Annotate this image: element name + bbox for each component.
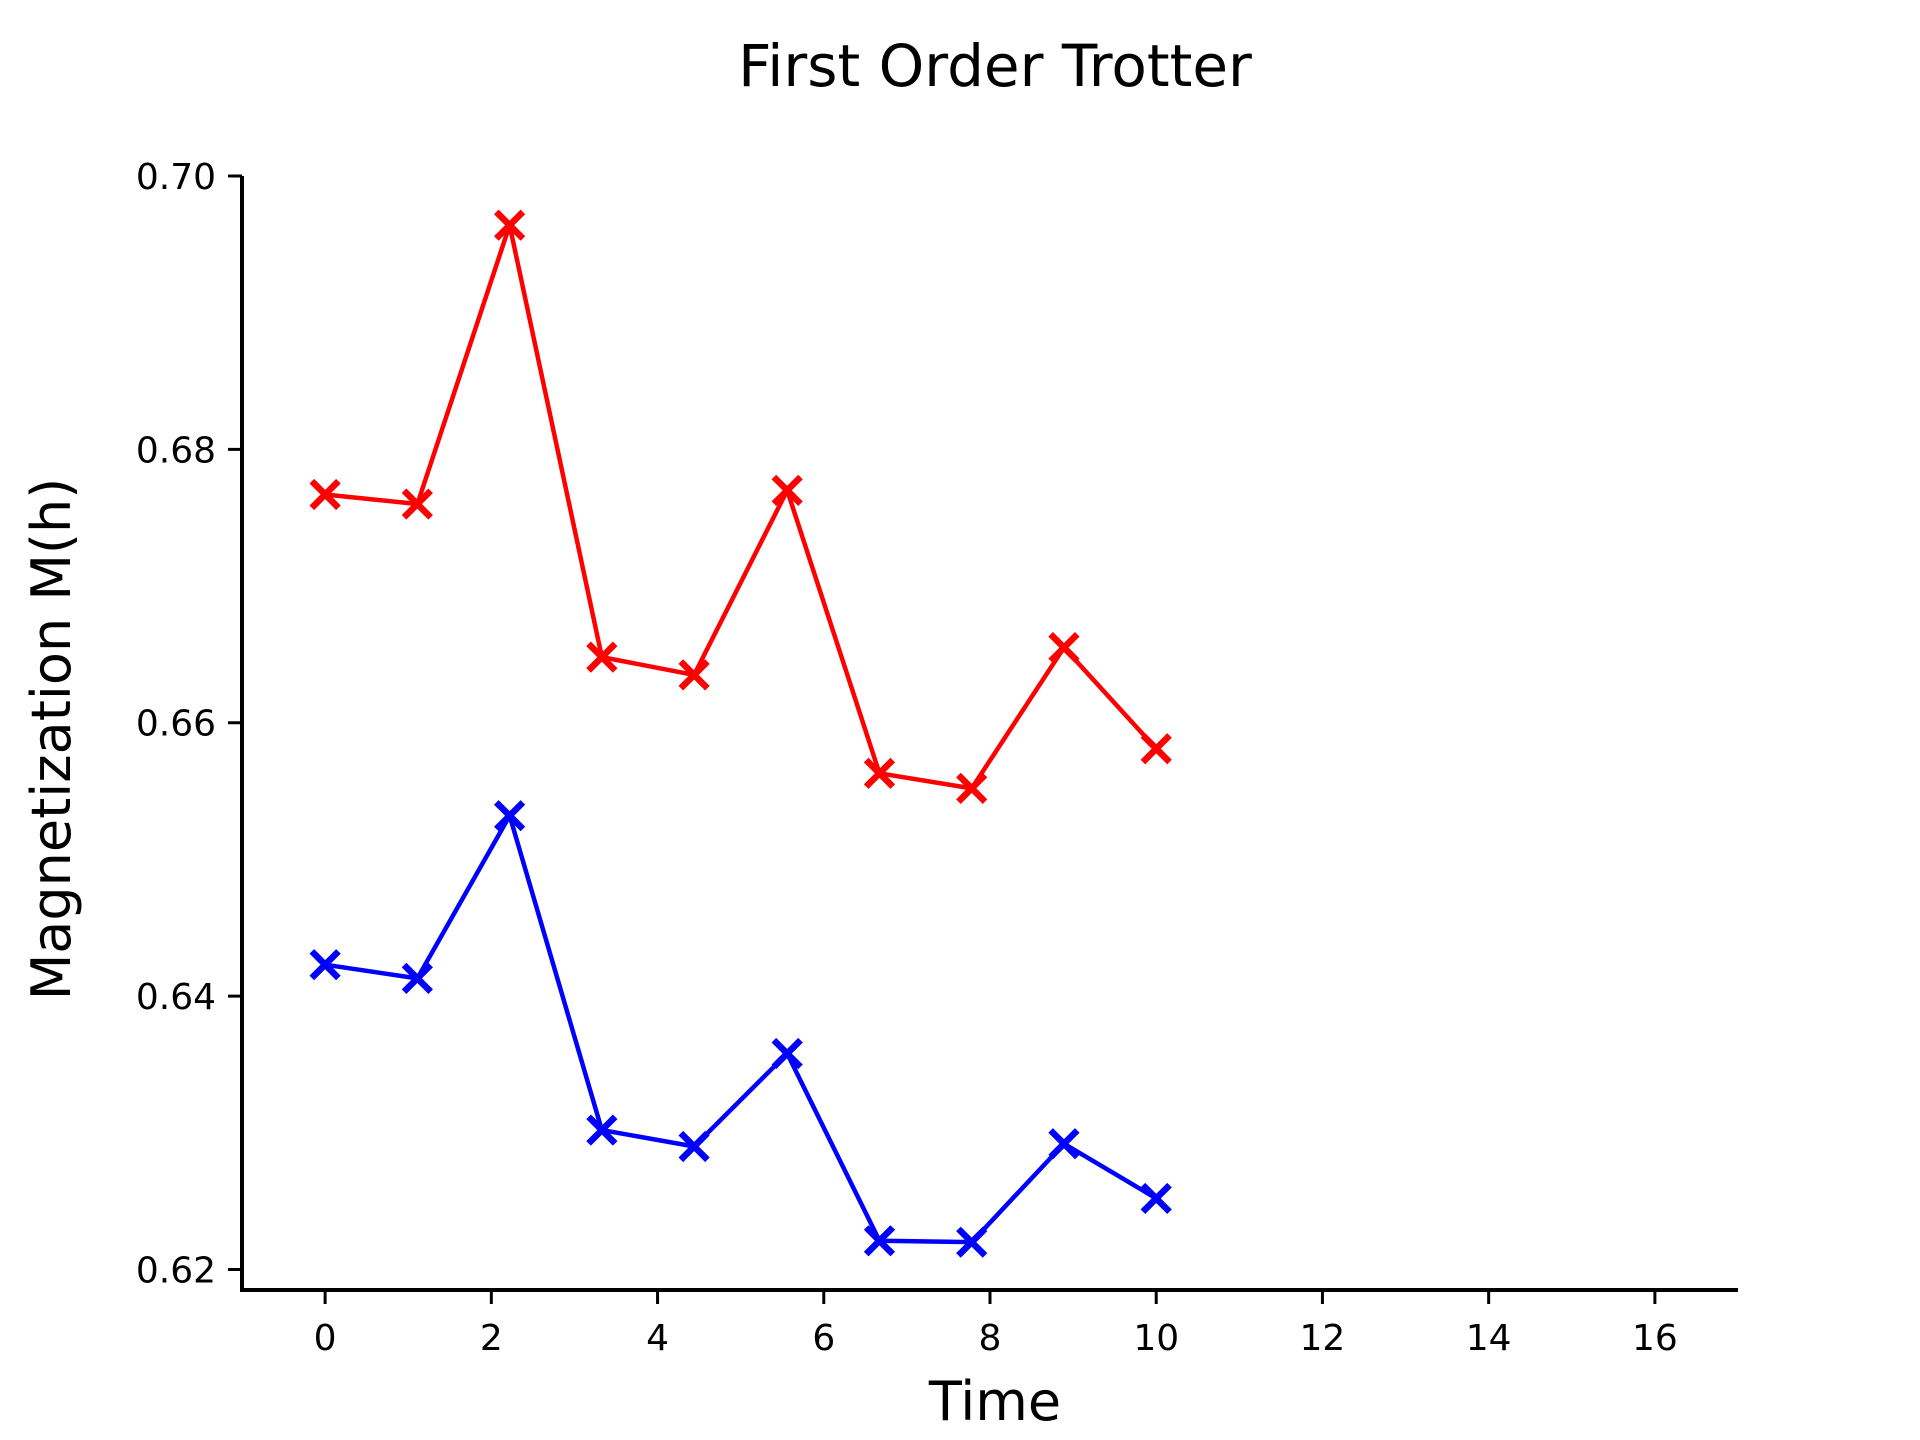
data-point-marker xyxy=(401,488,433,520)
data-point-marker xyxy=(956,1226,988,1258)
data-point-marker xyxy=(863,757,896,789)
x-tick-label: 6 xyxy=(812,1318,835,1359)
data-point-marker xyxy=(586,1114,618,1146)
x-tick-label: 0 xyxy=(314,1318,337,1359)
data-point-marker xyxy=(494,209,526,241)
data-point-marker xyxy=(678,659,710,691)
y-tick-label: 0.66 xyxy=(136,704,216,745)
series-line xyxy=(324,813,1158,1245)
x-tick-label: 10 xyxy=(1133,1318,1179,1359)
data-point-marker xyxy=(401,962,433,994)
data-point-marker xyxy=(309,949,341,981)
x-tick-label: 8 xyxy=(979,1318,1002,1359)
data-point-marker xyxy=(678,1130,710,1163)
data-point-marker xyxy=(309,478,341,511)
data-point-marker xyxy=(1140,1182,1172,1215)
x-tick-label: 14 xyxy=(1466,1318,1512,1359)
y-tick-label: 0.70 xyxy=(136,157,216,198)
series-0 xyxy=(309,209,1172,804)
series-layer xyxy=(309,209,1172,1258)
data-point-marker xyxy=(863,1225,896,1257)
x-axis-ticks: 0 2 4 6 8 10 12 14 16 xyxy=(314,1290,1678,1359)
y-tick-label: 0.64 xyxy=(136,977,216,1018)
x-tick-label: 4 xyxy=(646,1318,669,1359)
data-point-marker xyxy=(1140,733,1172,765)
data-point-marker xyxy=(1048,1128,1080,1160)
y-axis-ticks: 0.62 0.64 0.66 0.68 0.70 xyxy=(136,157,242,1291)
y-tick-label: 0.62 xyxy=(136,1250,216,1291)
data-point-marker xyxy=(771,1037,803,1070)
x-axis-title: Time xyxy=(928,1370,1061,1433)
data-point-marker xyxy=(1048,631,1080,664)
series-line xyxy=(324,222,1158,791)
x-tick-label: 16 xyxy=(1632,1318,1678,1359)
y-axis-title: Magnetization M(h) xyxy=(20,478,83,1001)
series-1 xyxy=(309,800,1172,1258)
x-tick-label: 12 xyxy=(1300,1318,1346,1359)
y-tick-label: 0.68 xyxy=(136,430,216,471)
x-tick-label: 2 xyxy=(480,1318,503,1359)
data-point-marker xyxy=(494,800,526,832)
data-point-marker xyxy=(771,474,803,506)
data-point-marker xyxy=(956,772,988,804)
data-point-marker xyxy=(586,641,618,673)
chart-title: First Order Trotter xyxy=(738,32,1252,100)
